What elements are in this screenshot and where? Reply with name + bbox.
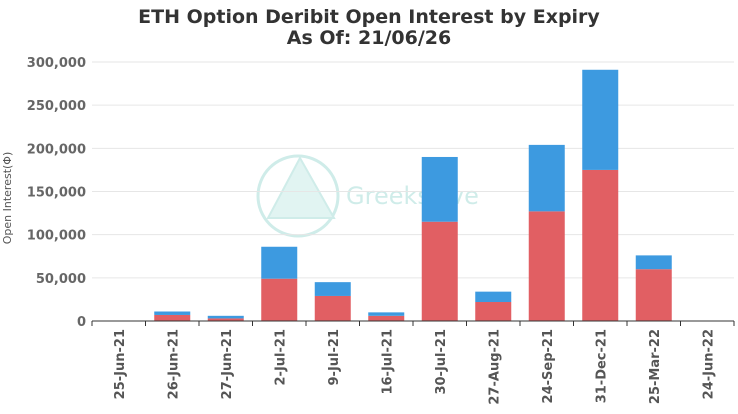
x-tick-label: 26-Jun-21 (166, 329, 181, 399)
bar-series2 (421, 156, 458, 222)
bar-series1 (421, 221, 458, 321)
bar-series2 (635, 255, 672, 270)
bar-series2 (528, 144, 565, 212)
x-tick-label: 2-Jul-21 (273, 329, 288, 385)
gridlines (92, 61, 734, 279)
y-tick-label: 100,000 (27, 229, 86, 244)
bar-series1 (635, 269, 672, 321)
bar-series1 (207, 318, 244, 321)
bar-series1 (368, 315, 405, 321)
x-tick-label: 30-Jul-21 (434, 329, 449, 395)
y-tick-label: 250,000 (27, 99, 86, 114)
x-tick-label: 24-Sep-21 (541, 329, 556, 403)
y-tick-label: 0 (77, 315, 86, 330)
y-axis-label: Open Interest(Φ) (1, 152, 14, 245)
y-tick-label: 200,000 (27, 142, 86, 157)
bar-series1 (582, 169, 619, 321)
x-tick-label: 31-Dec-21 (594, 329, 609, 403)
y-tick-label: 50,000 (36, 272, 86, 287)
bar-series1 (314, 295, 351, 321)
bar-series1 (154, 314, 191, 321)
chart-subtitle: As Of: 21/06/26 (286, 27, 452, 49)
y-tick-label: 300,000 (27, 56, 86, 71)
x-tick-label: 27-Aug-21 (487, 329, 502, 405)
bar-series1 (261, 278, 298, 321)
x-tick-label: 25-Jun-21 (113, 329, 128, 399)
x-tick-label: 27-Jun-21 (220, 329, 235, 399)
chart-title: ETH Option Deribit Open Interest by Expi… (138, 6, 600, 28)
watermark-logo-mark (266, 155, 336, 219)
x-tick-label: 25-Mar-22 (648, 329, 663, 404)
bar-series2 (368, 312, 405, 316)
bar-series2 (314, 282, 351, 296)
bar-series2 (154, 311, 191, 315)
y-tick-label: 150,000 (27, 186, 86, 201)
bar-series2 (582, 69, 619, 170)
axes: 0 50,000 100,000 150,000 200,000 250,000 300,0… (27, 56, 735, 405)
bar-series2 (261, 246, 298, 279)
x-tick-label: 9-Jul-21 (327, 329, 342, 385)
bar-series2 (207, 315, 244, 319)
bar-series1 (528, 211, 565, 321)
watermark-logo-icon (256, 154, 340, 238)
bar-series2 (475, 291, 512, 303)
bars (154, 69, 672, 321)
x-tick-label: 24-Jun-22 (701, 329, 716, 399)
x-tick-label: 16-Jul-21 (380, 329, 395, 395)
bar-series1 (475, 302, 512, 321)
watermark-text: GreeksLive (346, 182, 479, 210)
